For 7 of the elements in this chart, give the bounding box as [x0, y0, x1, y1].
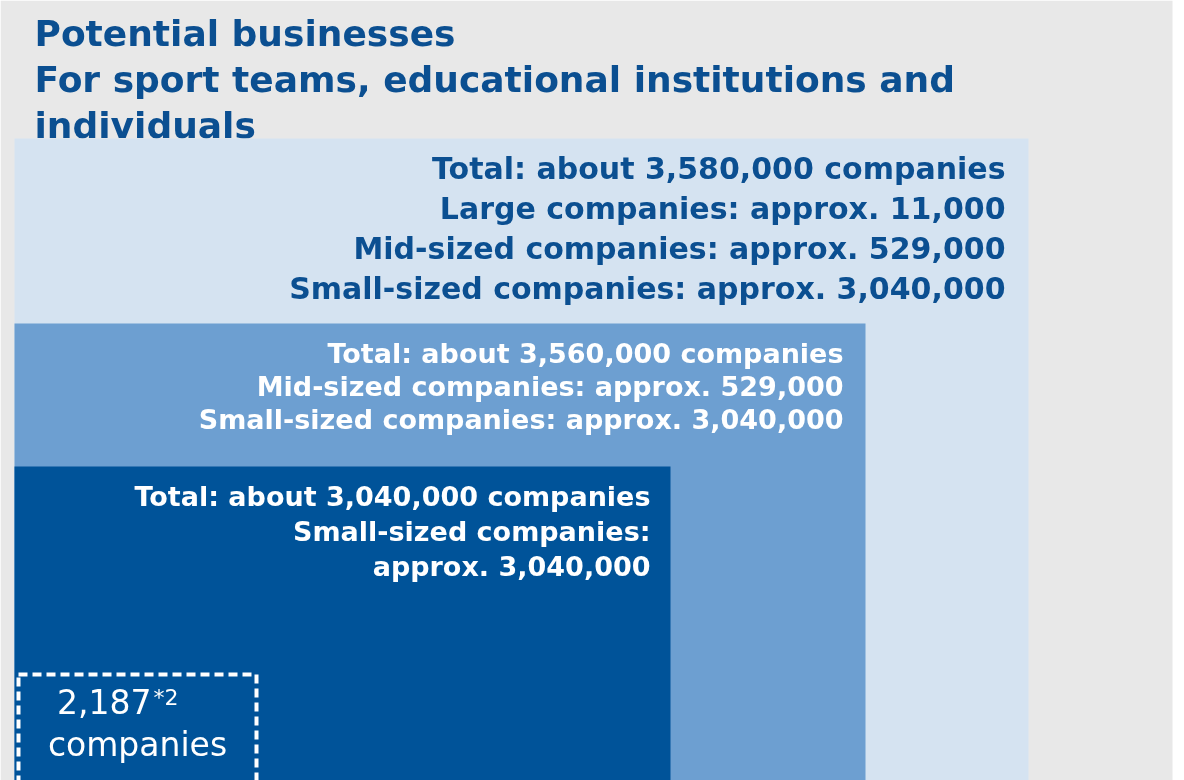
data-label: Total: about 3,560,000 companies [327, 337, 844, 369]
text: Potential businesses For sport teams, educational institutions and individuals [34, 12, 956, 146]
text: Large companies: approx. 11,000 Mid-sized companies: approx. 529,000 Small-sized companies: approx. 3,040,000 [289, 190, 1006, 306]
data-label: Total: about 3,580,000 companies [432, 150, 1006, 186]
text: Small-sized companies: approx. 3,040,000 [293, 515, 651, 582]
data-label: Total: about 3,040,000 companies [134, 480, 651, 512]
text: Mid-sized companies: approx. 529,000 Small-sized companies: approx. 3,040,000 [198, 370, 844, 435]
